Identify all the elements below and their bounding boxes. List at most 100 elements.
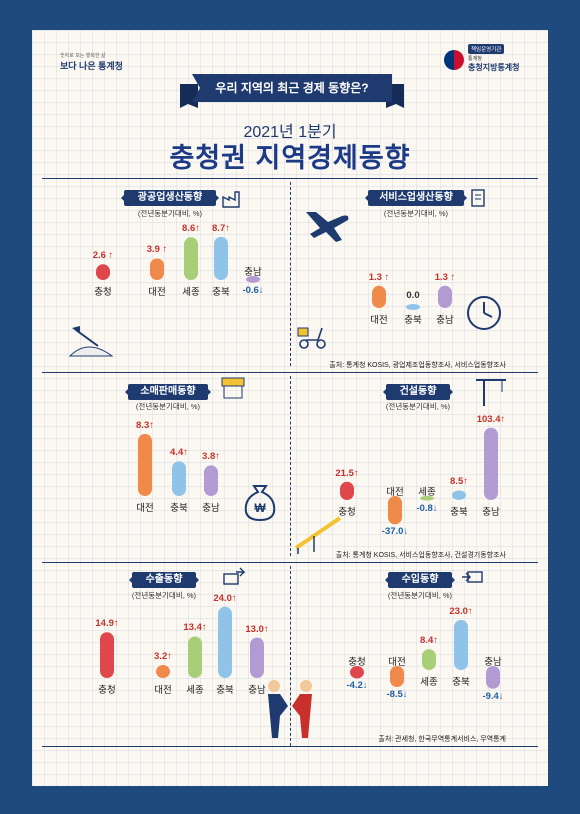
bar-1-충남 [438, 285, 452, 308]
bar-1-충북 [406, 304, 420, 310]
panel-title-construction: 건설동향 [383, 384, 453, 400]
clock-icon [467, 296, 501, 330]
value-label: 3.2↑ [154, 651, 172, 663]
panel-note-retail: (전년동분기대비, %) [135, 402, 201, 411]
panel-note-export: (전년동분기대비, %) [131, 591, 197, 600]
bar-3-세종 [420, 496, 434, 501]
value-label: -9.4↓ [482, 690, 504, 702]
value-label: 23.0↑ [449, 606, 473, 617]
category-label: 충북 [404, 315, 422, 326]
money-bag-icon: ₩ [244, 485, 276, 522]
category-label: 충북 [212, 287, 230, 298]
store-icon [221, 377, 245, 399]
mining-shovel-icon [68, 326, 114, 357]
document-icon [471, 189, 485, 207]
source-row-3: 출처: 관세청, 한국무역통계서비스, 무역통계 [378, 736, 506, 743]
divider-vertical-3 [290, 566, 291, 746]
value-label: 13.4↑ [183, 622, 207, 634]
value-label: 8.3↑ [136, 419, 154, 431]
category-label: 충청 [98, 685, 116, 696]
value-label: 1.3 ↑ [368, 271, 390, 283]
panel-note-mining: (전년동분기대비, %) [137, 209, 203, 218]
category-label: 충남 [248, 685, 266, 696]
value-label: 8.7↑ [212, 222, 230, 234]
delivery-scooter-icon [297, 327, 326, 349]
ribbon-shape [180, 74, 404, 108]
construction-crane-icon [294, 516, 342, 554]
charts-layer [96, 236, 500, 689]
value-label: -4.2↓ [346, 680, 368, 692]
category-label: 대전 [148, 287, 166, 298]
gov-logo: 책임운영기관 통계청 충청지방통계청 [444, 44, 540, 74]
category-label: 세종 [186, 685, 204, 696]
category-label: 충북 [216, 685, 234, 696]
brand-name: 보다 나은 통계청 [60, 61, 123, 71]
header-ribbon: 우리 지역의 최근 경제 동향은? [180, 74, 404, 108]
source-row-2: 출처: 통계청 KOSIS, 서비스업동향조사, 건설경기동향조사 [335, 552, 506, 559]
category-label: 대전 [370, 315, 388, 326]
bar-2-충북 [172, 461, 186, 496]
value-label: 8.4↑ [420, 635, 438, 647]
bar-0-충청 [96, 264, 110, 280]
import-icon [462, 571, 483, 583]
category-label: 충남 [484, 657, 502, 668]
business-handshake-icon [268, 680, 312, 738]
category-label: 세종 [418, 487, 436, 498]
bar-3-충청 [340, 481, 354, 500]
bar-4-세종 [188, 636, 202, 678]
value-label: -0.6↓ [242, 284, 264, 296]
category-label: 충청 [348, 657, 366, 668]
value-label: 13.0↑ [245, 623, 269, 635]
value-label: 3.8↑ [202, 451, 220, 463]
divider-bottom [42, 746, 538, 747]
bar-5-대전 [390, 666, 404, 687]
panel-title-mining: 광공업생산동향 [121, 190, 219, 206]
category-label: 대전 [154, 685, 172, 696]
bar-1-대전 [372, 285, 386, 308]
category-label: 충청 [94, 287, 112, 298]
bar-0-충북 [214, 236, 228, 280]
svg-text:₩: ₩ [254, 501, 266, 515]
category-label: 충청 [338, 507, 356, 518]
bar-4-대전 [156, 665, 170, 678]
panel-note-import: (전년동분기대비, %) [387, 591, 453, 600]
category-label: 대전 [386, 487, 404, 498]
bar-5-충청 [350, 666, 364, 679]
gov-agency: 통계청 [468, 56, 482, 62]
ribbon-text: 우리 지역의 최근 경제 동향은? [215, 81, 369, 95]
bar-5-충남 [486, 666, 500, 689]
bar-0-세종 [184, 237, 198, 280]
brand-logo: 숫자로 보는 행복한 삶 보다 나은 통계청 [60, 52, 123, 72]
category-label: 대전 [388, 657, 406, 668]
gov-badge: 책임운영기관 [468, 44, 505, 54]
category-label: 충북 [170, 503, 188, 514]
panel-title-service: 서비스업생산동향 [365, 190, 467, 206]
divider-vertical-1 [290, 182, 291, 366]
bar-3-대전 [388, 496, 402, 525]
bar-0-충남 [246, 276, 260, 283]
infographic-sheet: 숫자로 보는 행복한 삶 보다 나은 통계청 책임운영기관 통계청 충청지방통계… [32, 30, 548, 786]
taegeuk-icon [444, 50, 464, 70]
panel-title-export: 수출동향 [129, 572, 199, 588]
bar-4-충남 [250, 637, 264, 678]
gov-office-name: 충청지방통계청 [468, 63, 520, 72]
category-label: 충남 [202, 503, 220, 514]
category-label: 대전 [136, 503, 154, 514]
value-label: 1.3 ↑ [434, 271, 456, 283]
divider-horizontal-1 [42, 372, 538, 373]
brand-subtitle: 숫자로 보는 행복한 삶 [60, 53, 106, 59]
divider-horizontal-2 [42, 562, 538, 563]
bar-5-세종 [422, 649, 436, 670]
bar-5-충북 [454, 620, 468, 670]
panel-title-import: 수입동향 [385, 572, 455, 588]
category-label: 충북 [450, 507, 468, 518]
category-label: 세종 [420, 677, 438, 688]
bar-4-충북 [218, 606, 232, 678]
category-label: 충남 [436, 315, 454, 326]
panel-note-service: (전년동분기대비, %) [383, 209, 449, 218]
value-label: 14.9↑ [95, 618, 119, 630]
bar-2-충남 [204, 465, 218, 496]
value-label: 4.4↑ [170, 447, 188, 459]
divider-top [42, 178, 538, 179]
value-label: 0.0 [406, 290, 420, 301]
